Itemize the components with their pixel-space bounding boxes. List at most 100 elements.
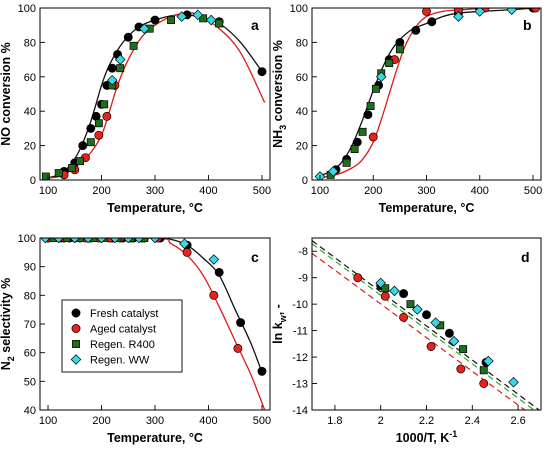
- y-tick-label: 40: [24, 405, 36, 417]
- data-point: [350, 145, 359, 153]
- data-point: [257, 67, 267, 77]
- data-point: [375, 277, 386, 289]
- x-tick-label: 2.6: [510, 415, 525, 427]
- data-point: [129, 41, 138, 50]
- y-tick-label: 40: [296, 106, 308, 118]
- fit-curve-b-0: [317, 8, 536, 178]
- data-point: [456, 364, 466, 374]
- series-b-0: [331, 8, 538, 175]
- panel-b: 100 200 300 400 500 0 20 40 60 80 100 b Temperature,…: [271, 3, 542, 215]
- y-axis-label-text: conversion %: [271, 40, 285, 125]
- data-point: [102, 111, 112, 121]
- y-tick-label: 0: [302, 175, 308, 187]
- x-tick-label: 400: [471, 185, 489, 197]
- data-point: [399, 289, 409, 299]
- y-tick-label: 60: [24, 72, 36, 84]
- data-point: [86, 123, 96, 133]
- data-point: [459, 345, 468, 354]
- data-point: [483, 355, 494, 367]
- y-tick-label: -9: [298, 273, 308, 285]
- data-point: [479, 366, 488, 375]
- x-tick-label: 100: [39, 415, 57, 427]
- series-a-3: [106, 9, 217, 86]
- series-b-1: [368, 8, 541, 142]
- data-point: [257, 366, 267, 376]
- y-tick-label: -12: [292, 352, 308, 364]
- data-point: [40, 238, 51, 244]
- x-axis-label-sup: -1: [449, 429, 457, 439]
- data-point: [76, 157, 85, 166]
- data-point: [411, 25, 421, 35]
- data-point: [106, 74, 118, 86]
- series-c-3: [40, 238, 220, 265]
- data-point: [422, 310, 431, 320]
- x-tick-label: 2: [378, 415, 384, 427]
- data-point: [86, 138, 95, 147]
- x-axis-label: Temperature, °C: [107, 201, 203, 215]
- data-point: [406, 300, 415, 309]
- y-tick-label: -11: [293, 326, 308, 338]
- y-tick-label: -14: [292, 405, 308, 417]
- data-point: [375, 71, 387, 83]
- y-tick-label: 80: [24, 37, 36, 49]
- data-point: [76, 238, 85, 242]
- data-point: [68, 164, 77, 172]
- data-point: [96, 238, 107, 244]
- panel-c: 100 200 300 400 500 40 50 60 70 80 90 100 c Temperatu…: [0, 233, 271, 445]
- x-axis-label: 1000/T, K-1: [396, 429, 458, 445]
- data-point: [69, 238, 81, 244]
- x-tick-label: 100: [39, 185, 57, 197]
- data-point: [342, 158, 351, 167]
- x-axis-label: Temperature, °C: [107, 431, 203, 445]
- x-tick-label: 400: [199, 415, 217, 427]
- data-point: [100, 100, 109, 109]
- x-axis-label-text: 1000/T, K: [396, 431, 450, 445]
- y-tick-label: -13: [292, 379, 308, 391]
- data-point: [371, 84, 380, 93]
- series-d-3: [375, 277, 519, 388]
- x-tick-label: 200: [92, 415, 110, 427]
- data-point: [150, 15, 160, 25]
- panel-label: a: [251, 17, 259, 33]
- data-point: [389, 285, 400, 297]
- data-point: [453, 11, 464, 22]
- y-tick-label: 20: [24, 141, 36, 153]
- y-axis-label-sub: w: [278, 314, 288, 323]
- y-tick-label: 60: [24, 348, 36, 360]
- data-point: [395, 45, 404, 54]
- data-point: [179, 238, 190, 250]
- legend-marker: [70, 354, 82, 365]
- data-point: [78, 141, 88, 151]
- y-tick-label: 80: [296, 37, 308, 49]
- legend-marker: [71, 308, 81, 318]
- panel-label: b: [523, 17, 532, 33]
- data-point: [352, 137, 362, 147]
- data-point: [49, 238, 58, 242]
- x-tick-label: 500: [253, 415, 271, 427]
- y-tick-label: 0: [30, 175, 36, 187]
- y-tick-label: 50: [24, 376, 36, 388]
- data-point: [399, 312, 409, 322]
- y-axis-label-text: , -: [271, 304, 285, 315]
- data-point: [233, 343, 243, 353]
- data-point: [474, 8, 486, 17]
- data-point: [479, 379, 489, 388]
- x-tick-label: 300: [146, 415, 164, 427]
- data-point: [368, 132, 378, 142]
- x-tick-label: 100: [311, 185, 329, 197]
- data-point: [176, 11, 188, 22]
- axes-frame: [311, 237, 542, 411]
- data-point: [363, 110, 373, 120]
- data-point: [508, 376, 519, 388]
- fit-line-d-0: [312, 240, 541, 410]
- data-point: [94, 130, 104, 140]
- y-tick-label: 80: [24, 290, 36, 302]
- y-axis-label-sub: 2: [6, 356, 16, 361]
- data-point: [94, 119, 103, 128]
- data-point: [208, 254, 220, 265]
- y-tick-label: -10: [292, 299, 308, 311]
- legend-box: [61, 299, 183, 373]
- data-point: [167, 16, 175, 24]
- y-tick-label: -8: [298, 246, 308, 258]
